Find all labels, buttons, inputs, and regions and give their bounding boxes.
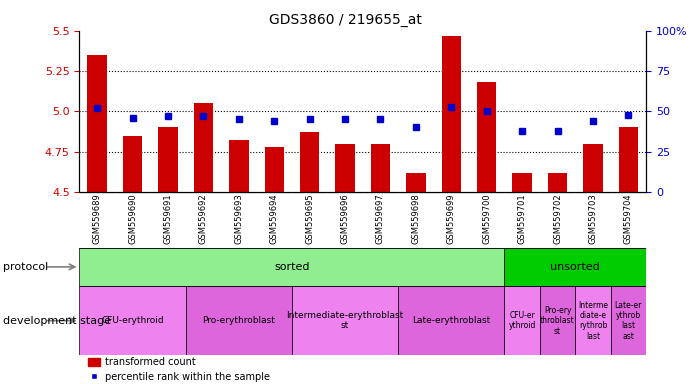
Text: GSM559699: GSM559699 bbox=[447, 194, 456, 244]
Bar bbox=[618, 127, 638, 192]
Text: GSM559703: GSM559703 bbox=[589, 194, 598, 245]
Text: GSM559700: GSM559700 bbox=[482, 194, 491, 244]
Text: GSM559704: GSM559704 bbox=[624, 194, 633, 244]
Text: Pro-erythroblast: Pro-erythroblast bbox=[202, 316, 275, 325]
Text: GSM559697: GSM559697 bbox=[376, 194, 385, 245]
Text: Pro-ery
throblast
st: Pro-ery throblast st bbox=[540, 306, 575, 336]
Text: development stage: development stage bbox=[3, 316, 111, 326]
Bar bbox=[398, 286, 504, 355]
Text: GDS3860 / 219655_at: GDS3860 / 219655_at bbox=[269, 13, 422, 27]
Text: CFU-erythroid: CFU-erythroid bbox=[102, 316, 164, 325]
Text: Late-erythroblast: Late-erythroblast bbox=[413, 316, 491, 325]
Text: GSM559689: GSM559689 bbox=[93, 194, 102, 245]
Text: GSM559695: GSM559695 bbox=[305, 194, 314, 244]
Text: GSM559701: GSM559701 bbox=[518, 194, 527, 244]
Text: Intermediate-erythroblast
st: Intermediate-erythroblast st bbox=[287, 311, 404, 330]
Bar bbox=[79, 248, 504, 286]
Bar bbox=[79, 286, 186, 355]
Text: GSM559694: GSM559694 bbox=[269, 194, 278, 244]
Bar bbox=[575, 286, 611, 355]
Bar bbox=[88, 55, 107, 192]
Bar bbox=[123, 136, 142, 192]
Bar bbox=[442, 36, 461, 192]
Bar bbox=[504, 286, 540, 355]
Bar bbox=[406, 173, 426, 192]
Bar bbox=[513, 173, 532, 192]
Text: GSM559692: GSM559692 bbox=[199, 194, 208, 244]
Bar bbox=[540, 286, 575, 355]
Bar bbox=[229, 141, 249, 192]
Bar bbox=[371, 144, 390, 192]
Text: GSM559702: GSM559702 bbox=[553, 194, 562, 244]
Text: GSM559693: GSM559693 bbox=[234, 194, 243, 245]
Bar bbox=[265, 147, 284, 192]
Text: GSM559696: GSM559696 bbox=[341, 194, 350, 245]
Bar bbox=[300, 132, 319, 192]
Text: CFU-er
ythroid: CFU-er ythroid bbox=[509, 311, 536, 330]
Text: unsorted: unsorted bbox=[551, 262, 600, 272]
Bar bbox=[186, 286, 292, 355]
Bar bbox=[292, 286, 398, 355]
Bar bbox=[335, 144, 354, 192]
Text: GSM559691: GSM559691 bbox=[164, 194, 173, 244]
Text: Interme
diate-e
rythrob
last: Interme diate-e rythrob last bbox=[578, 301, 608, 341]
Text: GSM559690: GSM559690 bbox=[128, 194, 137, 244]
Text: protocol: protocol bbox=[3, 262, 48, 272]
Text: Late-er
ythrob
last
ast: Late-er ythrob last ast bbox=[615, 301, 642, 341]
Bar bbox=[548, 173, 567, 192]
Bar bbox=[583, 144, 603, 192]
Bar bbox=[477, 82, 496, 192]
Legend: transformed count, percentile rank within the sample: transformed count, percentile rank withi… bbox=[84, 353, 274, 384]
Bar bbox=[193, 103, 213, 192]
Bar bbox=[504, 248, 646, 286]
Bar bbox=[158, 127, 178, 192]
Bar bbox=[611, 286, 646, 355]
Text: GSM559698: GSM559698 bbox=[411, 194, 420, 245]
Text: sorted: sorted bbox=[274, 262, 310, 272]
